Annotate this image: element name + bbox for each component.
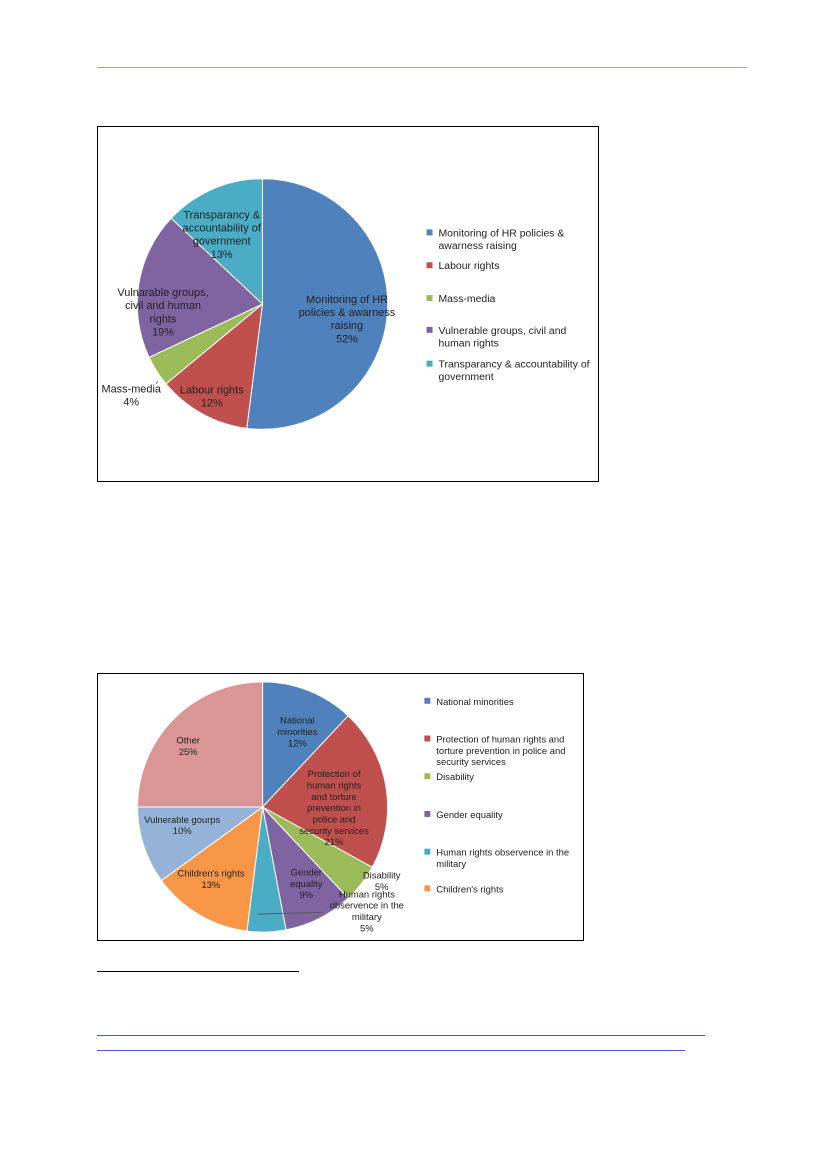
footnote-link-underline-1[interactable] <box>97 1035 705 1036</box>
pie2-legend-label-1: Protection of human rights and torture pr… <box>436 733 565 767</box>
pie1-data-label-3: Vulnarable groups, civil and human rights 1… <box>117 287 208 338</box>
pie1-legend-swatch-1 <box>426 262 433 269</box>
pie-chart-1-canvas: Monitoring of HR policies & awarness raisi… <box>101 178 590 430</box>
pie2-legend-swatch-0 <box>424 697 431 704</box>
pie1-slice-4 <box>170 178 263 306</box>
pie1-data-label-2: Mass-media 4% <box>101 384 161 409</box>
pie2-legend-label-5: Children's rights <box>436 883 503 894</box>
pie2-data-label-1: Protection of human rights and torture prev… <box>299 768 369 847</box>
pie2-legend-swatch-1 <box>424 735 431 742</box>
pie2-legend-swatch-3 <box>424 810 431 817</box>
pie1-data-label-4: Transparancy & accountability of governmen… <box>183 209 262 260</box>
pie1-legend-label-0: Monitoring of HR policies & awarness rais… <box>438 228 564 252</box>
footnote-link-underline-2[interactable] <box>97 1050 685 1051</box>
pie2-slice-5 <box>160 805 264 932</box>
pie1-slice-0 <box>246 178 389 430</box>
pie2-legend-swatch-2 <box>424 773 431 780</box>
pie2-data-label-2: Disability 5% <box>363 869 401 891</box>
pie2-data-label-6: Vulnerable gourps 10% <box>144 814 220 836</box>
pie1-legend-label-4: Transparancy & accountability of governme… <box>438 360 589 384</box>
pie2-data-label-5: Children's rights 13% <box>177 867 244 889</box>
pie2-data-label-4: Human rights observence in the military 5% <box>330 888 404 933</box>
pie2-data-label-0: National minorities 12% <box>277 715 318 749</box>
pie2-legend-swatch-5 <box>424 885 431 892</box>
pie2-leader-4 <box>257 911 325 915</box>
pie2-slice-6 <box>137 806 265 882</box>
pie2-legend-label-4: Human rights observence in the military <box>436 847 569 869</box>
pie-chart-2-canvas: National minorities 12% Protection of human … <box>137 681 569 933</box>
pie2-slice-1 <box>261 715 389 868</box>
pie1-data-label-0: Monitoring of HR policies & awarness raisi… <box>299 294 396 345</box>
pie2-data-label-3: Gender equality 9% <box>290 866 323 900</box>
pie1-legend-label-3: Vulnerable groups, civil and human rights <box>438 326 566 350</box>
pie2-legend-swatch-4 <box>424 848 431 855</box>
pie2-legend-label-3: Gender equality <box>436 809 503 820</box>
footnote-separator <box>97 971 299 972</box>
pie1-leader-2 <box>155 381 159 384</box>
pie1-legend-swatch-0 <box>426 229 433 236</box>
header-rule <box>97 67 747 68</box>
pie-chart-hr-focus-areas: Monitoring of HR policies & awarness raisi… <box>97 126 599 482</box>
pie1-data-label-1: Labour rights 12% <box>180 384 244 409</box>
pie2-legend-label-2: Disability <box>436 771 474 782</box>
pie2-legend-label-0: National minorities <box>436 696 514 707</box>
pie1-legend-label-2: Mass-media <box>438 294 495 305</box>
pie2-slice-0 <box>262 681 349 809</box>
pie-chart-hr-thematic-areas: National minorities 12% Protection of human … <box>97 673 584 941</box>
pie1-legend-swatch-3 <box>426 326 433 333</box>
pie1-slice-3 <box>136 217 264 359</box>
pie1-legend-swatch-2 <box>426 295 433 302</box>
pie1-legend-swatch-4 <box>426 360 433 367</box>
pie2-slice-7 <box>137 681 264 808</box>
pie1-legend-label-1: Labour rights <box>438 261 499 272</box>
pie2-data-label-7: Other 25% <box>176 734 200 756</box>
pie1-slice-1 <box>165 302 264 429</box>
